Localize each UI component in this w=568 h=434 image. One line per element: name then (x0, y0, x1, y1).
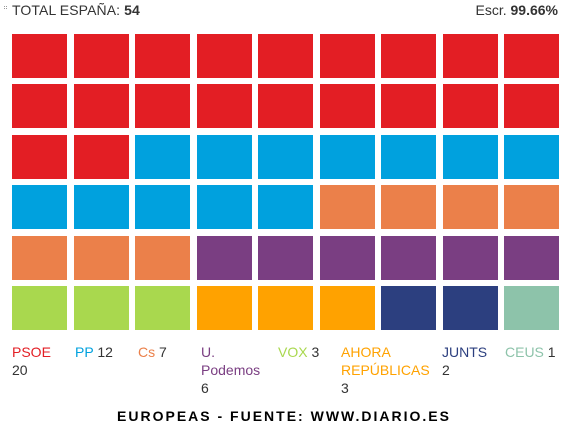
seat-block (504, 134, 559, 179)
seat-block (319, 185, 375, 230)
scrutiny-value: 99.66% (510, 2, 558, 18)
seat-block (73, 185, 129, 230)
seat-block (258, 84, 313, 129)
seat-block (442, 285, 498, 330)
seat-block (196, 34, 252, 78)
seat-block (73, 235, 129, 280)
seat-block (319, 34, 375, 78)
seat-block (319, 285, 375, 330)
seat-block (12, 84, 67, 129)
legend-party-seats: 20 (12, 362, 28, 378)
legend-party-name: JUNTS (442, 344, 488, 360)
legend-item-pp: PP 12 (75, 343, 135, 361)
seat-block (258, 34, 313, 78)
seat-grid (12, 34, 559, 330)
seat-block (504, 235, 559, 280)
seat-block (135, 134, 190, 179)
seat-block (135, 34, 190, 78)
seat-block (196, 235, 252, 280)
legend-party-name: PSOE (12, 344, 51, 360)
seat-block (258, 285, 313, 330)
seat-block (381, 185, 436, 230)
seat-block (319, 134, 375, 179)
seat-block (442, 235, 498, 280)
footer-source: EUROPEAS - FUENTE: WWW.DIARIO.ES (117, 408, 451, 424)
legend-item-junts: JUNTS 2 (442, 343, 502, 379)
legend-party-name: AHORA REPÚBLICAS (341, 344, 430, 378)
legend-party-seats: 2 (442, 362, 450, 378)
scrutiny-label: Escr. (475, 2, 507, 18)
legend-party-seats: 7 (159, 344, 167, 360)
legend-party-seats: 3 (341, 380, 349, 396)
seat-block (442, 84, 498, 129)
seat-block (381, 134, 436, 179)
seat-block (258, 185, 313, 230)
seat-block (504, 185, 559, 230)
seat-block (73, 285, 129, 330)
seat-block (135, 84, 190, 129)
seat-block (196, 185, 252, 230)
seat-block (12, 285, 67, 330)
seat-block (73, 134, 129, 179)
seat-block (442, 185, 498, 230)
legend-party-name: Cs (138, 344, 156, 360)
legend-item-psoe: PSOE 20 (12, 343, 72, 379)
seat-block (135, 185, 190, 230)
legend-party-name: PP (75, 344, 94, 360)
legend-item-ceus: CEUS 1 (505, 343, 565, 361)
seat-block (381, 285, 436, 330)
header: TOTAL ESPAÑA: 54 Escr. 99.66% (0, 0, 568, 22)
seat-block (319, 84, 375, 129)
legend: PSOE 20 PP 12 Cs 7 U. Podemos 6 VOX 3 AH… (12, 343, 562, 403)
seat-block (381, 235, 436, 280)
seat-block (196, 285, 252, 330)
seat-block (258, 134, 313, 179)
seat-block (442, 134, 498, 179)
total-label: TOTAL ESPAÑA: (12, 2, 121, 18)
legend-item-ahora-republicas: AHORA REPÚBLICAS 3 (341, 343, 436, 397)
seat-block (504, 285, 559, 330)
legend-item-cs: Cs 7 (138, 343, 198, 361)
seat-block (381, 84, 436, 129)
seat-block (319, 235, 375, 280)
seat-block (12, 34, 67, 78)
seat-block (12, 235, 67, 280)
seat-block (12, 134, 67, 179)
legend-party-seats: 3 (311, 344, 320, 360)
legend-party-name: CEUS (505, 344, 544, 360)
seat-block (135, 235, 190, 280)
legend-party-name: U. Podemos (201, 344, 261, 378)
total-title: TOTAL ESPAÑA: 54 (12, 2, 140, 18)
seat-block (73, 84, 129, 129)
legend-party-seats: 1 (547, 344, 556, 360)
seat-block (12, 185, 67, 230)
scrutiny: Escr. 99.66% (476, 2, 559, 18)
seat-block (258, 235, 313, 280)
legend-item-vox: VOX 3 (278, 343, 338, 361)
seat-block (504, 34, 559, 78)
seat-block (135, 285, 190, 330)
legend-party-seats: 12 (97, 344, 113, 360)
drag-handle-icon (4, 6, 9, 11)
total-seats: 54 (124, 2, 140, 18)
seat-block (381, 34, 436, 78)
legend-party-name: VOX (278, 344, 308, 360)
seat-block (504, 84, 559, 129)
seat-block (442, 34, 498, 78)
seat-block (73, 34, 129, 78)
legend-party-seats: 6 (201, 380, 209, 396)
seat-block (196, 134, 252, 179)
seat-block (196, 84, 252, 129)
legend-item-podemos: U. Podemos 6 (201, 343, 271, 397)
